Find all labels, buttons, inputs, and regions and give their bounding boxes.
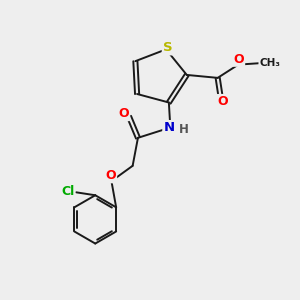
Text: O: O xyxy=(234,53,244,66)
Text: O: O xyxy=(118,107,129,120)
Text: O: O xyxy=(106,169,116,182)
Text: N: N xyxy=(163,121,174,134)
Text: S: S xyxy=(163,41,172,54)
Text: CH₃: CH₃ xyxy=(259,58,280,68)
Text: H: H xyxy=(178,123,188,136)
Text: O: O xyxy=(218,95,228,108)
Text: Cl: Cl xyxy=(61,185,74,198)
